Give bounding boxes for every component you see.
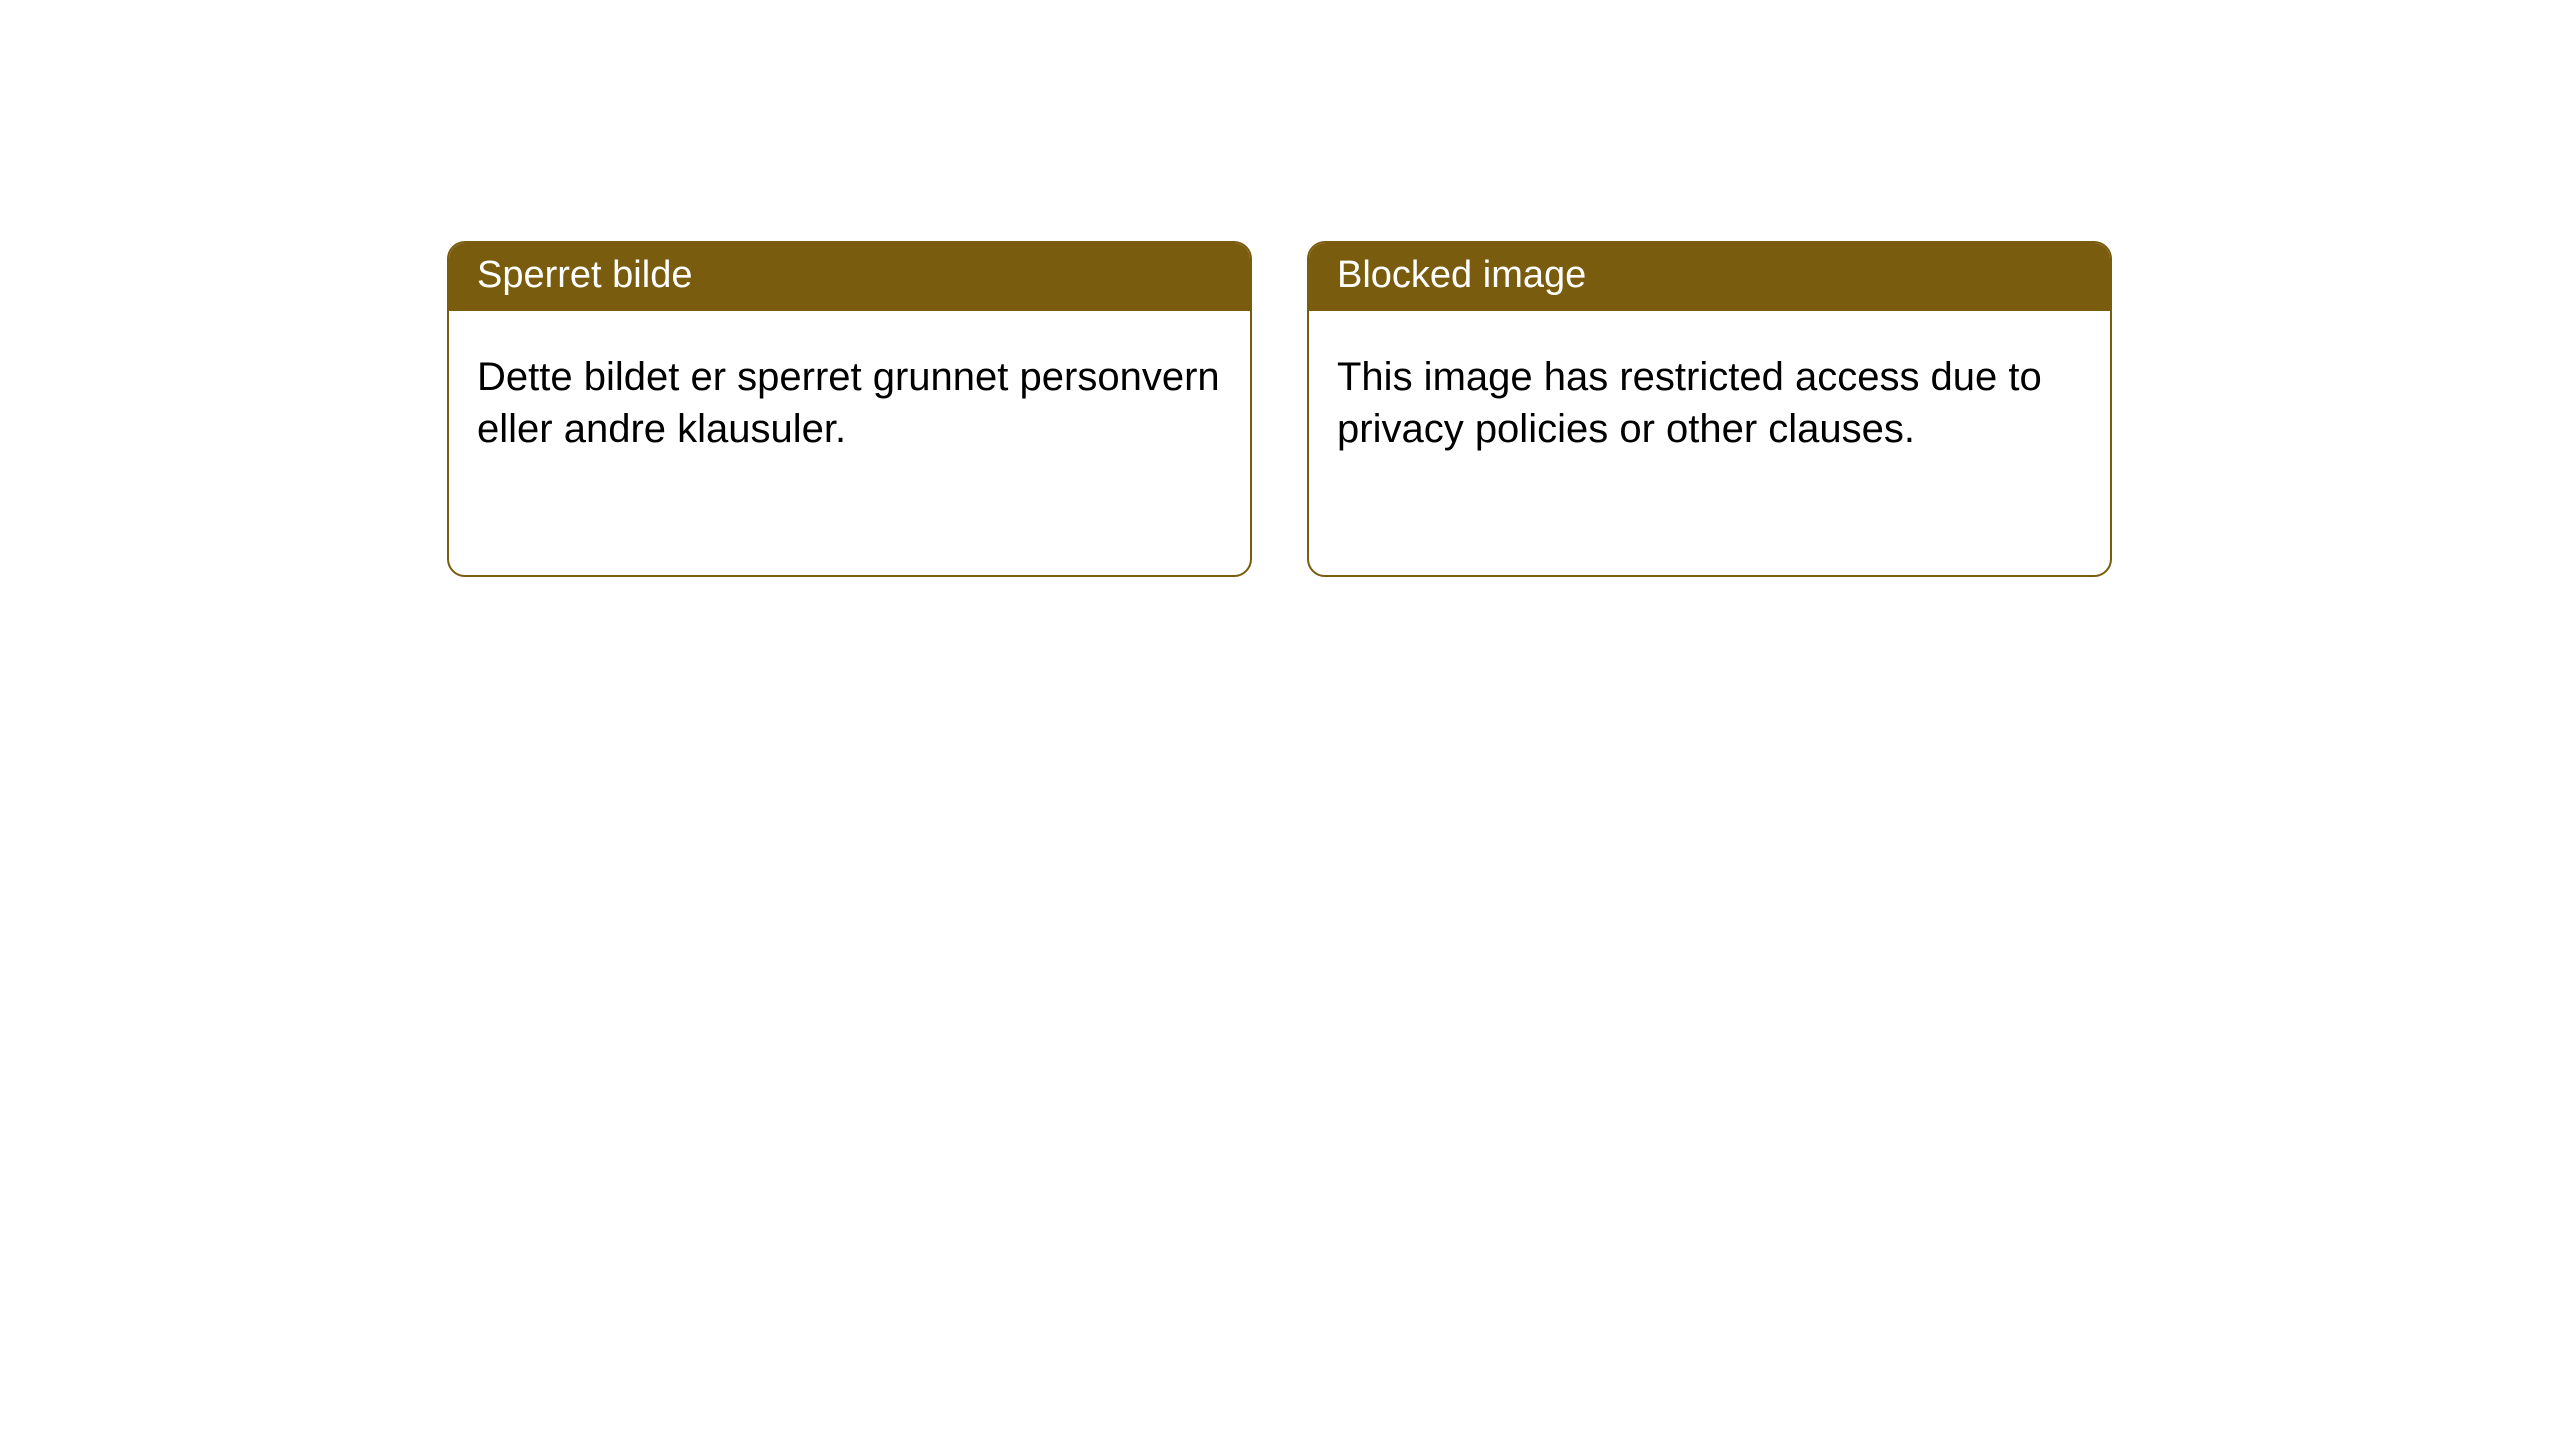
notice-card-norwegian: Sperret bilde Dette bildet er sperret gr…: [447, 241, 1252, 577]
notice-card-body: This image has restricted access due to …: [1309, 311, 2110, 483]
notice-card-title: Sperret bilde: [449, 243, 1250, 311]
notice-card-body: Dette bildet er sperret grunnet personve…: [449, 311, 1250, 483]
notice-card-english: Blocked image This image has restricted …: [1307, 241, 2112, 577]
notice-card-title: Blocked image: [1309, 243, 2110, 311]
notice-container: Sperret bilde Dette bildet er sperret gr…: [0, 0, 2560, 577]
